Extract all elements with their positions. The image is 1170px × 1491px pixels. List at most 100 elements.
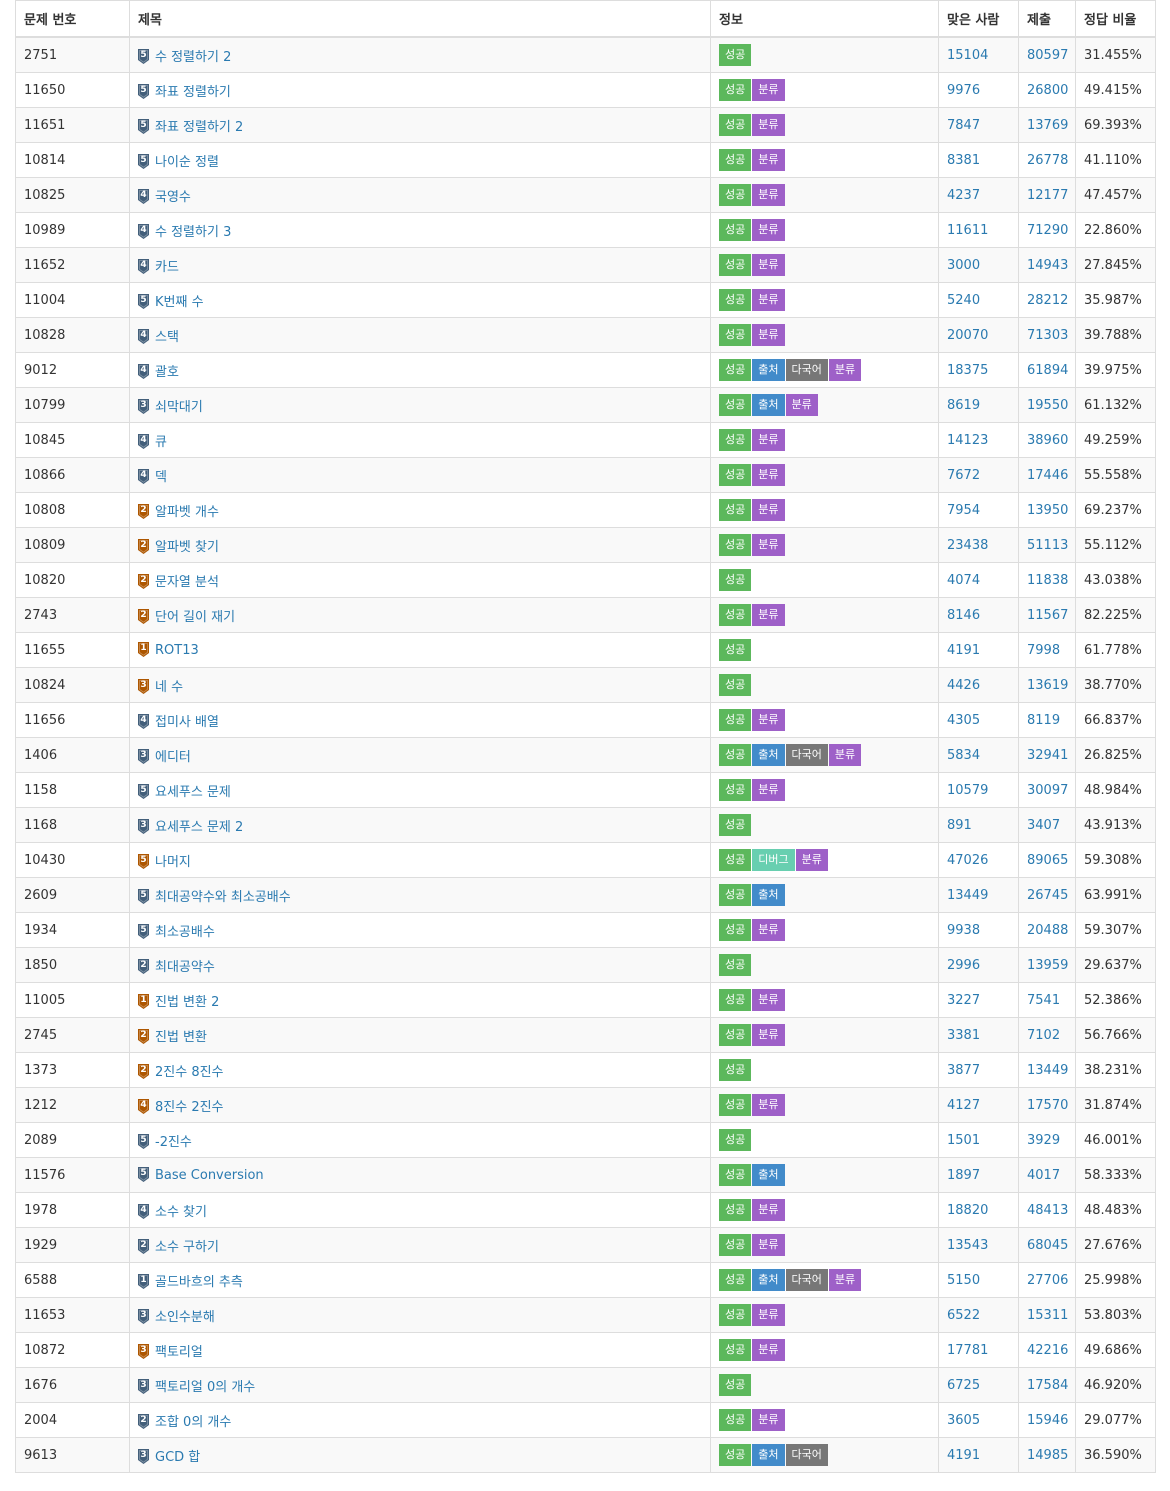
problem-title-link[interactable]: 진법 변환 (155, 1029, 207, 1045)
problem-title-link[interactable]: GCD 합 (155, 1449, 201, 1465)
source-badge[interactable]: 출처 (752, 744, 785, 766)
solved-count-link[interactable]: 3877 (947, 1062, 981, 1078)
header-ratio[interactable]: 정답 비율 (1075, 0, 1156, 38)
solved-count-link[interactable]: 20070 (947, 327, 989, 343)
submit-count-link[interactable]: 15946 (1027, 1412, 1069, 1428)
solved-count-link[interactable]: 18820 (947, 1202, 989, 1218)
submit-count-link[interactable]: 19550 (1027, 397, 1069, 413)
solved-count-link[interactable]: 891 (947, 817, 972, 833)
solved-count-link[interactable]: 4127 (947, 1097, 981, 1113)
multilang-badge[interactable]: 다국어 (785, 359, 828, 381)
solved-count-link[interactable]: 3381 (947, 1027, 981, 1043)
source-badge[interactable]: 출처 (752, 1269, 785, 1291)
category-badge[interactable]: 분류 (752, 1234, 785, 1256)
problem-title-link[interactable]: 알파벳 개수 (155, 504, 219, 520)
solved-count-link[interactable]: 18375 (947, 362, 989, 378)
problem-title-link[interactable]: 큐 (155, 434, 167, 450)
problem-title-link[interactable]: 좌표 정렬하기 (155, 84, 231, 100)
source-badge[interactable]: 출처 (752, 884, 785, 906)
problem-title-link[interactable]: 소수 구하기 (155, 1239, 219, 1255)
problem-title-link[interactable]: 알파벳 찾기 (155, 539, 219, 555)
submit-count-link[interactable]: 42216 (1027, 1342, 1069, 1358)
solved-count-link[interactable]: 3605 (947, 1412, 981, 1428)
problem-title-link[interactable]: 2진수 8진수 (155, 1064, 224, 1080)
solved-count-link[interactable]: 11611 (947, 222, 989, 238)
submit-count-link[interactable]: 11838 (1027, 572, 1069, 588)
solved-count-link[interactable]: 17781 (947, 1342, 989, 1358)
problem-title-link[interactable]: ROT13 (155, 643, 199, 658)
submit-count-link[interactable]: 80597 (1027, 47, 1069, 63)
category-badge[interactable]: 분류 (752, 289, 785, 311)
category-badge[interactable]: 분류 (828, 744, 862, 766)
category-badge[interactable]: 분류 (828, 359, 862, 381)
problem-title-link[interactable]: 나이순 정렬 (155, 154, 219, 170)
problem-title-link[interactable]: 괄호 (155, 364, 179, 380)
category-badge[interactable]: 분류 (795, 849, 828, 871)
source-badge[interactable]: 출처 (752, 1164, 785, 1186)
source-badge[interactable]: 출처 (752, 359, 785, 381)
solved-count-link[interactable]: 7847 (947, 117, 981, 133)
problem-title-link[interactable]: 국영수 (155, 189, 191, 205)
submit-count-link[interactable]: 3407 (1027, 817, 1061, 833)
problem-title-link[interactable]: 단어 길이 재기 (155, 609, 236, 625)
category-badge[interactable]: 분류 (752, 254, 785, 276)
submit-count-link[interactable]: 7102 (1027, 1027, 1061, 1043)
problem-title-link[interactable]: 팩토리얼 0의 개수 (155, 1379, 256, 1395)
submit-count-link[interactable]: 68045 (1027, 1237, 1069, 1253)
header-submit[interactable]: 제출 (1018, 0, 1076, 38)
problem-title-link[interactable]: 소수 찾기 (155, 1204, 207, 1220)
solved-count-link[interactable]: 6725 (947, 1377, 981, 1393)
problem-title-link[interactable]: K번째 수 (155, 294, 204, 310)
solved-count-link[interactable]: 13543 (947, 1237, 989, 1253)
solved-count-link[interactable]: 7954 (947, 502, 981, 518)
solved-count-link[interactable]: 3227 (947, 992, 981, 1008)
solved-count-link[interactable]: 4305 (947, 712, 981, 728)
submit-count-link[interactable]: 71303 (1027, 327, 1069, 343)
submit-count-link[interactable]: 7541 (1027, 992, 1061, 1008)
submit-count-link[interactable]: 12177 (1027, 187, 1069, 203)
solved-count-link[interactable]: 5240 (947, 292, 981, 308)
problem-title-link[interactable]: 최대공약수 (155, 959, 215, 975)
category-badge[interactable]: 분류 (752, 779, 785, 801)
solved-count-link[interactable]: 10579 (947, 782, 989, 798)
category-badge[interactable]: 분류 (752, 1199, 785, 1221)
submit-count-link[interactable]: 20488 (1027, 922, 1069, 938)
submit-count-link[interactable]: 17446 (1027, 467, 1069, 483)
problem-title-link[interactable]: 나머지 (155, 854, 191, 870)
solved-count-link[interactable]: 1897 (947, 1167, 981, 1183)
submit-count-link[interactable]: 17570 (1027, 1097, 1069, 1113)
submit-count-link[interactable]: 17584 (1027, 1377, 1069, 1393)
category-badge[interactable]: 분류 (752, 604, 785, 626)
submit-count-link[interactable]: 13950 (1027, 502, 1069, 518)
problem-title-link[interactable]: -2진수 (155, 1134, 192, 1150)
submit-count-link[interactable]: 7998 (1027, 642, 1061, 658)
problem-title-link[interactable]: 수 정렬하기 3 (155, 224, 232, 240)
submit-count-link[interactable]: 51113 (1027, 537, 1069, 553)
category-badge[interactable]: 분류 (752, 989, 785, 1011)
solved-count-link[interactable]: 8619 (947, 397, 981, 413)
solved-count-link[interactable]: 23438 (947, 537, 989, 553)
source-badge[interactable]: 출처 (752, 394, 785, 416)
problem-title-link[interactable]: 좌표 정렬하기 2 (155, 119, 244, 135)
solved-count-link[interactable]: 7672 (947, 467, 981, 483)
problem-title-link[interactable]: 문자열 분석 (155, 574, 219, 590)
submit-count-link[interactable]: 13619 (1027, 677, 1069, 693)
category-badge[interactable]: 분류 (752, 114, 785, 136)
submit-count-link[interactable]: 89065 (1027, 852, 1069, 868)
problem-title-link[interactable]: 진법 변환 2 (155, 994, 220, 1010)
problem-title-link[interactable]: 스택 (155, 329, 179, 345)
solved-count-link[interactable]: 4074 (947, 572, 981, 588)
header-title[interactable]: 제목 (129, 0, 711, 38)
debug-badge[interactable]: 디버그 (752, 849, 795, 871)
solved-count-link[interactable]: 9976 (947, 82, 981, 98)
solved-count-link[interactable]: 15104 (947, 47, 989, 63)
submit-count-link[interactable]: 3929 (1027, 1132, 1061, 1148)
category-badge[interactable]: 분류 (752, 219, 785, 241)
solved-count-link[interactable]: 3000 (947, 257, 981, 273)
problem-title-link[interactable]: 수 정렬하기 2 (155, 49, 232, 65)
solved-count-link[interactable]: 6522 (947, 1307, 981, 1323)
submit-count-link[interactable]: 30097 (1027, 782, 1069, 798)
submit-count-link[interactable]: 14985 (1027, 1447, 1069, 1463)
solved-count-link[interactable]: 8146 (947, 607, 981, 623)
problem-title-link[interactable]: 소인수분해 (155, 1309, 215, 1325)
